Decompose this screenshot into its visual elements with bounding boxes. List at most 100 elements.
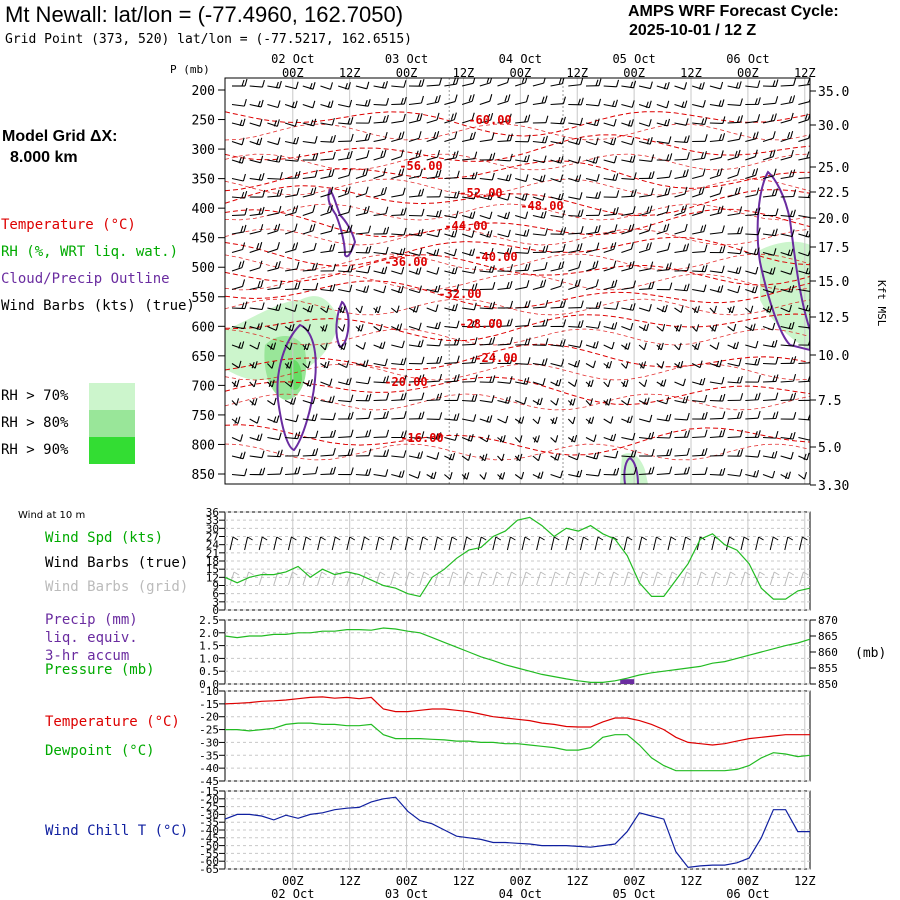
wind-barb — [408, 195, 422, 198]
wind-barb — [444, 270, 456, 275]
wind-barb-flag — [256, 434, 260, 441]
wind-barb — [798, 119, 809, 124]
wind-barb-flag — [276, 242, 280, 250]
wind-barb — [249, 307, 263, 311]
wind-barb-flag — [473, 191, 477, 200]
wind-barb-flag — [533, 436, 537, 443]
wind-barb-flag — [728, 306, 732, 314]
wind-barb-flag — [791, 285, 795, 293]
wind-barb-flag — [790, 393, 794, 400]
wind-barb-flag — [483, 472, 487, 480]
wind-barb — [638, 248, 650, 254]
wind-barb-flag — [256, 323, 260, 330]
wind-barb-flag — [698, 187, 702, 194]
wind-barb-flag — [663, 82, 667, 90]
wind-barb-flag — [704, 117, 708, 125]
wind-barb — [656, 103, 667, 109]
wind-barb-flag — [383, 168, 387, 176]
wind-barb — [355, 344, 364, 350]
wind-barb-flag — [702, 100, 706, 108]
wind-barb — [709, 156, 722, 161]
value-tick-label: 27 — [206, 531, 219, 544]
wind-barbs — [231, 78, 813, 480]
wind-barb-flag — [610, 416, 614, 424]
wind-barb-flag — [577, 210, 581, 217]
wind-barb — [444, 196, 458, 199]
wind-barb — [656, 454, 670, 457]
wind-barb-flag — [574, 360, 578, 368]
wind-barb-flag — [257, 100, 261, 108]
wind-barb-grid — [623, 571, 629, 586]
wind-barb — [692, 175, 704, 180]
wind-barb — [550, 400, 557, 406]
wind-barb-flag — [415, 150, 419, 157]
height-tick-label: 22.5 — [818, 186, 849, 201]
wind-barb-flag — [436, 356, 440, 364]
wind-barb-flag — [499, 473, 503, 480]
wind-barb-flag — [332, 429, 336, 438]
wind-barb-flag — [645, 101, 649, 108]
wind-barb-flag — [771, 229, 775, 236]
bottom-date-label: 03 Oct — [385, 887, 428, 900]
wind-barb — [249, 248, 260, 254]
wind-barb-flag — [294, 119, 298, 127]
wind-barb-flag — [555, 398, 559, 406]
wind-barb-flag — [453, 338, 457, 346]
wind-barb-grid — [579, 571, 585, 586]
wind-barb-flag — [772, 131, 776, 139]
wind-barb-flag — [666, 449, 670, 456]
wind-barb — [638, 400, 648, 406]
wind-barb — [674, 473, 688, 476]
wind-barb — [692, 85, 703, 90]
wind-barb — [337, 363, 347, 368]
wind-barb-flag — [614, 322, 618, 330]
wind-barb — [391, 137, 403, 143]
wind-barb-flag — [700, 152, 704, 159]
wind-barb-flag — [379, 342, 383, 349]
wind-barb-flag — [811, 338, 813, 345]
wind-barb-flag — [702, 168, 706, 176]
wind-barb — [568, 285, 579, 291]
wind-barb-flag — [313, 187, 317, 195]
wind-barb — [798, 270, 810, 275]
wind-barb — [692, 231, 704, 235]
wind-barb-flag — [312, 153, 316, 161]
wind-barb — [497, 437, 504, 443]
wind-barb-flag — [418, 79, 422, 87]
wind-barb — [267, 287, 280, 291]
wind-barb-true — [360, 536, 365, 551]
wind-barb-flag — [474, 319, 478, 327]
wind-barb — [515, 325, 529, 328]
wind-barb — [320, 85, 331, 90]
wind-barb-flag — [665, 414, 669, 422]
wind-barb — [408, 119, 421, 124]
wind-barb — [762, 380, 776, 383]
wind-barb — [585, 455, 597, 460]
wind-barb — [603, 159, 615, 164]
wind-barb-flag — [757, 392, 761, 400]
wind-barb-flag — [751, 286, 755, 294]
wind-barb-flag — [811, 170, 813, 177]
wind-barb — [515, 159, 528, 163]
wind-barb — [674, 363, 682, 369]
wind-barb — [391, 214, 405, 217]
wind-barb-flag — [367, 376, 371, 384]
wind-barb-true — [667, 536, 672, 551]
wind-barb — [727, 270, 740, 275]
wind-barb-flag — [757, 227, 761, 235]
wind-barb-flag — [809, 290, 810, 292]
wind-barb — [444, 474, 451, 480]
wind-barb-flag — [649, 414, 653, 423]
dewpoint-series — [225, 722, 811, 772]
wind-barb-flag — [593, 434, 597, 442]
wind-barb-flag — [610, 434, 614, 442]
wind-barb-grid — [682, 571, 688, 586]
wind-barb-flag — [773, 248, 777, 256]
wind-barb — [727, 156, 739, 161]
temperature-contour — [225, 178, 810, 196]
wind-barb — [621, 248, 632, 254]
wind-barb-grid-flag — [321, 571, 327, 576]
wind-barb — [302, 230, 314, 235]
wind-barb-flag — [270, 343, 274, 350]
wind-barb-flag — [471, 320, 475, 328]
